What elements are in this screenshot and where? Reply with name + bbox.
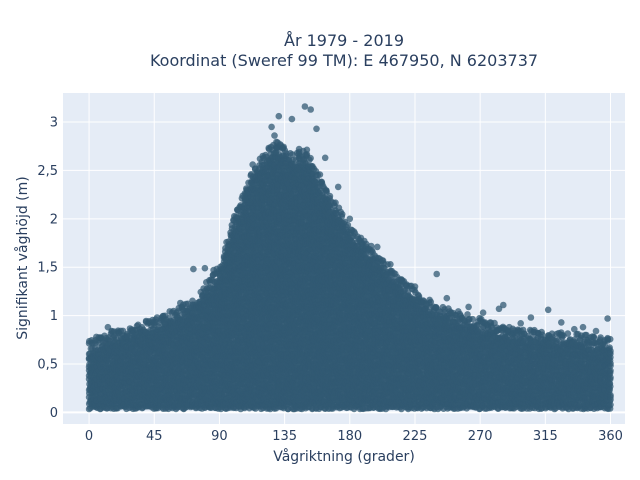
data-point bbox=[112, 334, 120, 342]
data-point bbox=[182, 300, 190, 308]
data-points bbox=[85, 103, 614, 413]
